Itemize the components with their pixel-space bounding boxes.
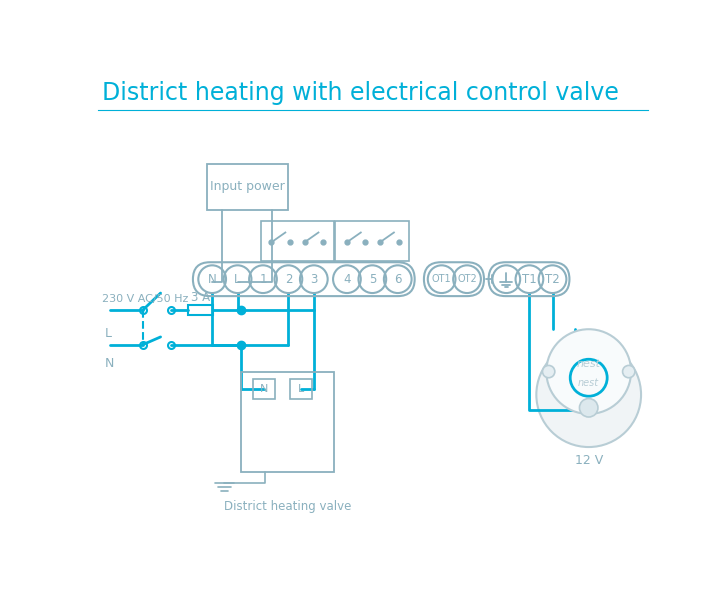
Circle shape [622, 365, 635, 378]
Text: District heating with electrical control valve: District heating with electrical control… [102, 81, 619, 105]
Circle shape [537, 342, 641, 447]
Circle shape [546, 329, 631, 414]
Text: nest: nest [578, 378, 599, 388]
Text: OT2: OT2 [457, 274, 477, 284]
Text: 12 V: 12 V [574, 454, 603, 467]
Text: L: L [104, 327, 111, 340]
Text: L: L [298, 384, 304, 394]
Text: T1: T1 [522, 273, 537, 286]
Text: T2: T2 [545, 273, 560, 286]
Bar [253, 380, 274, 399]
Text: N: N [260, 384, 268, 394]
Text: Input power: Input power [210, 181, 285, 193]
Text: District heating valve: District heating valve [224, 500, 352, 513]
Bar [290, 380, 312, 399]
Bar [242, 372, 334, 472]
Text: N: N [207, 273, 216, 286]
Bar [207, 164, 288, 210]
Bar [189, 305, 213, 315]
Text: 4: 4 [343, 273, 351, 286]
Text: 6: 6 [394, 273, 401, 286]
Text: 230 V AC/50 Hz: 230 V AC/50 Hz [102, 294, 189, 304]
Circle shape [579, 399, 598, 417]
Bar [336, 222, 408, 261]
Text: L: L [234, 273, 241, 286]
Bar [261, 222, 334, 261]
Text: N: N [104, 358, 114, 371]
Text: 2: 2 [285, 273, 292, 286]
Text: 3: 3 [310, 273, 317, 286]
Text: 1: 1 [259, 273, 266, 286]
Text: 3 A: 3 A [191, 291, 210, 304]
Text: 5: 5 [368, 273, 376, 286]
Text: OT1: OT1 [432, 274, 451, 284]
Circle shape [542, 365, 555, 378]
Text: nest: nest [577, 359, 601, 369]
